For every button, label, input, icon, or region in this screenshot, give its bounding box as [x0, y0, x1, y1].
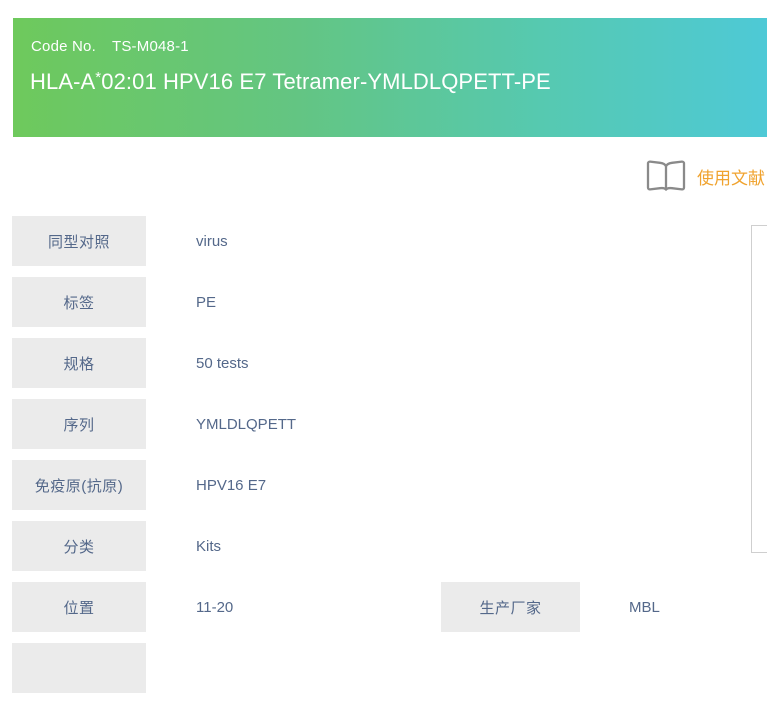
spec-value-manufacturer: MBL — [629, 598, 660, 616]
spec-label-manufacturer: 生产厂家 — [441, 582, 580, 632]
reference-literature-label: 使用文献 — [697, 168, 765, 188]
product-code-value: TS-M048-1 — [111, 38, 189, 55]
product-title: HLA-A*02:01 HPV16 E7 Tetramer-YMLDLQPETT… — [30, 69, 551, 95]
spec-label-next-row — [12, 643, 146, 693]
spec-value-location: 11-20 — [196, 598, 234, 616]
reference-literature-link[interactable]: 使用文献 — [645, 158, 765, 194]
table-row: 免疫原(抗原) HPV16 E7 — [0, 460, 767, 510]
spec-value-isotype-control: virus — [196, 232, 228, 250]
table-row — [0, 643, 767, 693]
spec-label-location: 位置 — [12, 582, 146, 632]
spec-label-size: 规格 — [12, 338, 146, 388]
table-row: 同型对照 virus — [0, 216, 767, 266]
table-row: 分类 Kits — [0, 521, 767, 571]
spec-label-category: 分类 — [12, 521, 146, 571]
spec-label-immunogen: 免疫原(抗原) — [12, 460, 146, 510]
product-code-line: Code No. TS-M048-1 — [31, 38, 189, 55]
spec-label-tag: 标签 — [12, 277, 146, 327]
spec-value-immunogen: HPV16 E7 — [196, 476, 267, 494]
open-book-icon — [645, 158, 687, 194]
spec-label-isotype-control: 同型对照 — [12, 216, 146, 266]
product-code-label: Code No. — [31, 38, 96, 55]
product-title-rest: 02:01 HPV16 E7 Tetramer-YMLDLQPETT-PE — [101, 69, 551, 94]
table-row: 标签 PE — [0, 277, 767, 327]
spec-value-size: 50 tests — [196, 354, 249, 372]
spec-value-sequence: YMLDLQPETT — [196, 415, 297, 433]
allele-star-superscript: * — [95, 68, 102, 86]
table-row: 规格 50 tests — [0, 338, 767, 388]
product-title-prefix: HLA-A — [30, 69, 96, 94]
table-row: 序列 YMLDLQPETT — [0, 399, 767, 449]
table-row: 位置 11-20 生产厂家 MBL — [0, 582, 767, 632]
product-header-banner: Code No. TS-M048-1 HLA-A*02:01 HPV16 E7 T… — [13, 18, 767, 137]
side-image-panel — [751, 225, 767, 553]
spec-value-category: Kits — [196, 537, 222, 555]
spec-label-sequence: 序列 — [12, 399, 146, 449]
product-spec-table: 同型对照 virus 标签 PE 规格 50 tests 序列 YMLDLQPE… — [0, 216, 767, 704]
spec-value-tag: PE — [196, 293, 217, 311]
